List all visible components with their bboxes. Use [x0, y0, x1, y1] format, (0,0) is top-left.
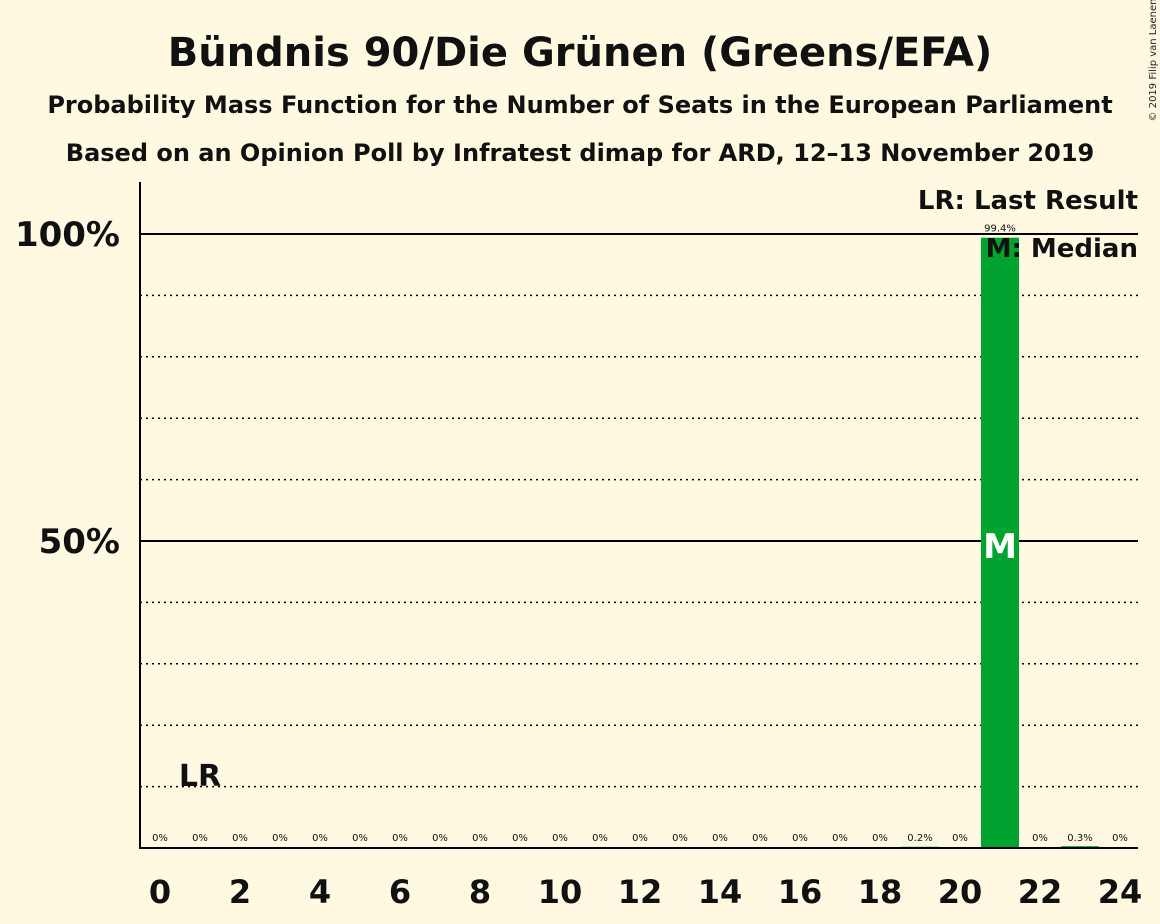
x-tick-4: 4: [309, 873, 331, 911]
legend-median: M: Median: [986, 234, 1138, 264]
data-label-seat-9: 0%: [512, 833, 528, 844]
chart-source: Based on an Opinion Poll by Infratest di…: [66, 139, 1094, 167]
data-label-seat-11: 0%: [592, 833, 608, 844]
data-label-seat-8: 0%: [472, 833, 488, 844]
data-label-seat-0: 0%: [152, 833, 168, 844]
data-label-seat-12: 0%: [632, 833, 648, 844]
data-label-seat-22: 0%: [1032, 833, 1048, 844]
data-label-seat-10: 0%: [552, 833, 568, 844]
data-label-seat-3: 0%: [272, 833, 288, 844]
data-label-seat-17: 0%: [832, 833, 848, 844]
data-label-seat-5: 0%: [352, 833, 368, 844]
x-tick-8: 8: [469, 873, 491, 911]
data-label-seat-15: 0%: [752, 833, 768, 844]
x-tick-10: 10: [538, 873, 583, 911]
chart-subtitle: Probability Mass Function for the Number…: [47, 91, 1112, 119]
bar-seat-21: [981, 237, 1019, 848]
x-tick-12: 12: [618, 873, 663, 911]
bars-group: [901, 237, 1099, 848]
axes: 50%100%0 2 4 6 8 10 12 14 16 18 20 22 24: [15, 182, 1142, 911]
chart-title: Bündnis 90/Die Grünen (Greens/EFA): [168, 30, 993, 76]
data-label-seat-23: 0.3%: [1067, 833, 1092, 844]
data-label-seat-2: 0%: [232, 833, 248, 844]
data-label-seat-20: 0%: [952, 833, 968, 844]
data-label-seat-6: 0%: [392, 833, 408, 844]
last-result-marker: LR: [179, 759, 221, 794]
data-label-seat-19: 0.2%: [907, 833, 932, 844]
data-label-seat-24: 0%: [1112, 833, 1128, 844]
y-tick-50: 50%: [39, 522, 120, 562]
data-label-seat-7: 0%: [432, 833, 448, 844]
data-label-seat-21: 99.4%: [984, 224, 1016, 235]
data-label-seat-14: 0%: [712, 833, 728, 844]
copyright-notice: © 2019 Filip van Laenen: [1148, 0, 1159, 121]
x-tick-2: 2: [229, 873, 251, 911]
data-label-seat-16: 0%: [792, 833, 808, 844]
y-tick-100: 100%: [15, 215, 120, 255]
labels-group: 0% 0% 0% 0% 0% 0% 0% 0% 0% 0% 0% 0% 0% 0% 0% 0% 0% 0% 0% 0.…: [152, 224, 1128, 844]
gridlines: [140, 233, 1138, 788]
data-label-seat-13: 0%: [672, 833, 688, 844]
x-tick-0: 0: [149, 873, 171, 911]
x-tick-16: 16: [778, 873, 823, 911]
median-marker: M: [983, 527, 1017, 567]
x-tick-14: 14: [698, 873, 743, 911]
x-tick-18: 18: [858, 873, 903, 911]
data-label-seat-18: 0%: [872, 833, 888, 844]
data-label-seat-1: 0%: [192, 833, 208, 844]
x-tick-24: 24: [1098, 873, 1143, 911]
x-tick-6: 6: [389, 873, 411, 911]
legend-last-result: LR: Last Result: [918, 186, 1138, 216]
x-tick-20: 20: [938, 873, 983, 911]
x-tick-22: 22: [1018, 873, 1063, 911]
data-label-seat-4: 0%: [312, 833, 328, 844]
